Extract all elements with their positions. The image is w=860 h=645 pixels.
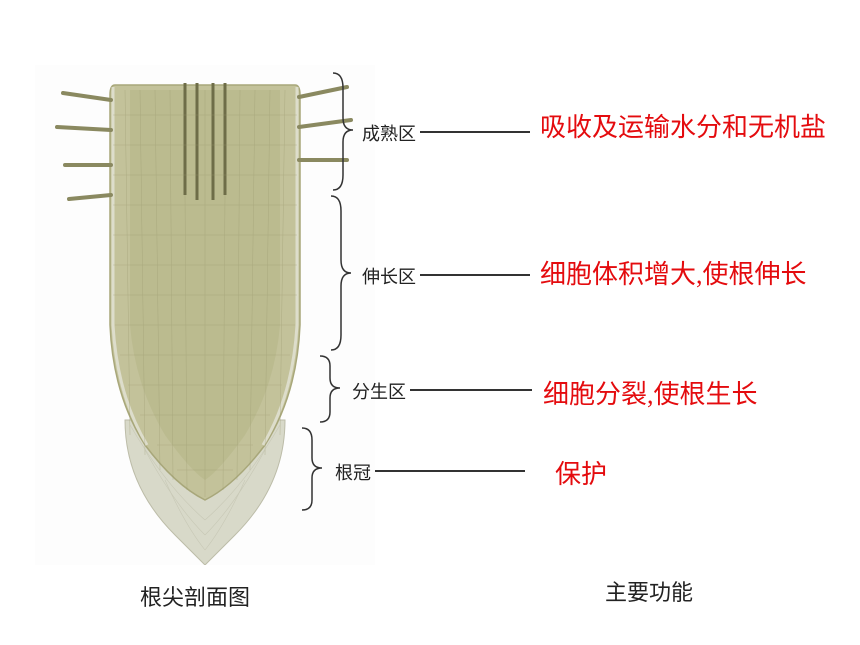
zone-label-elongation: 伸长区 — [362, 263, 416, 289]
zone-label-rootcap: 根冠 — [335, 459, 371, 485]
root-svg — [35, 65, 375, 565]
caption-left: 根尖剖面图 — [140, 580, 250, 612]
caption-right: 主要功能 — [605, 575, 693, 607]
connector-3 — [410, 389, 532, 391]
connector-4 — [375, 470, 525, 472]
diagram-container: 成熟区 伸长区 分生区 根冠 吸收及运输水分和无机盐 细胞体积增大,使根伸长 细… — [0, 0, 860, 645]
function-meristem: 细胞分裂,使根生长 — [543, 370, 758, 419]
connector-1 — [420, 131, 530, 133]
function-elongation: 细胞体积增大,使根伸长 — [540, 250, 807, 299]
zone-label-maturation: 成熟区 — [362, 120, 416, 146]
connector-2 — [420, 274, 530, 276]
function-rootcap: 保护 — [555, 450, 607, 499]
zone-label-meristem: 分生区 — [352, 378, 406, 404]
root-illustration — [35, 65, 375, 565]
function-maturation: 吸收及运输水分和无机盐 — [540, 103, 826, 152]
